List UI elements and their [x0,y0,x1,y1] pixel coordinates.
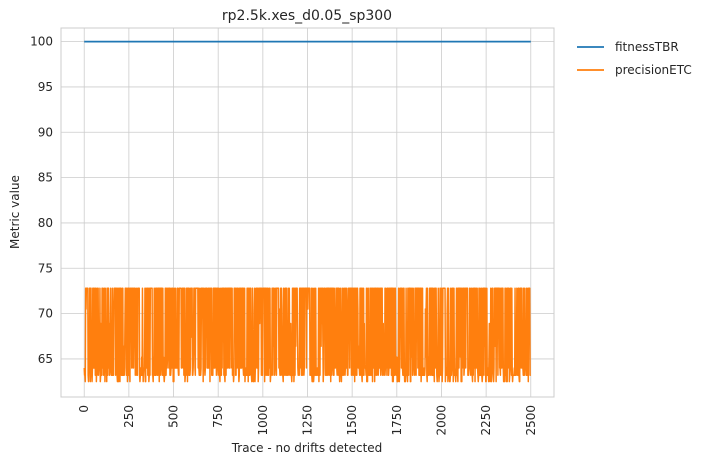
legend: fitnessTBR precisionETC [577,40,692,77]
y-axis-ticks: 65 70 75 80 85 90 95 100 [30,35,53,366]
x-tick-label: 750 [211,405,225,428]
y-tick-label: 95 [38,80,53,94]
x-tick-label: 1500 [345,405,359,436]
chart-title: rp2.5k.xes_d0.05_sp300 [222,8,392,24]
x-tick-label: 1750 [390,405,404,436]
y-tick-label: 80 [38,216,53,230]
y-axis-label: Metric value [8,175,22,249]
x-tick-label: 500 [167,405,181,428]
x-tick-label: 250 [122,405,136,428]
x-axis-ticks: 0 250 500 750 1000 1250 1500 1750 2000 2250 2500 [77,405,538,436]
x-tick-label: 1250 [301,405,315,436]
series-line-precisionETC [83,287,532,383]
y-tick-label: 65 [38,352,53,366]
x-tick-label: 2250 [479,405,493,436]
x-tick-label: 2500 [524,405,538,436]
x-tick-label: 0 [77,405,91,413]
y-tick-label: 85 [38,171,53,185]
y-tick-label: 70 [38,307,53,321]
series-layer [83,40,532,383]
y-tick-label: 90 [38,125,53,139]
y-tick-label: 100 [30,35,53,49]
x-axis-label: Trace - no drifts detected [231,441,383,455]
legend-label-precision: precisionETC [615,63,692,77]
y-tick-label: 75 [38,261,53,275]
x-tick-label: 1000 [256,405,270,436]
x-tick-label: 2000 [434,405,448,436]
legend-label-fitness: fitnessTBR [615,40,679,54]
